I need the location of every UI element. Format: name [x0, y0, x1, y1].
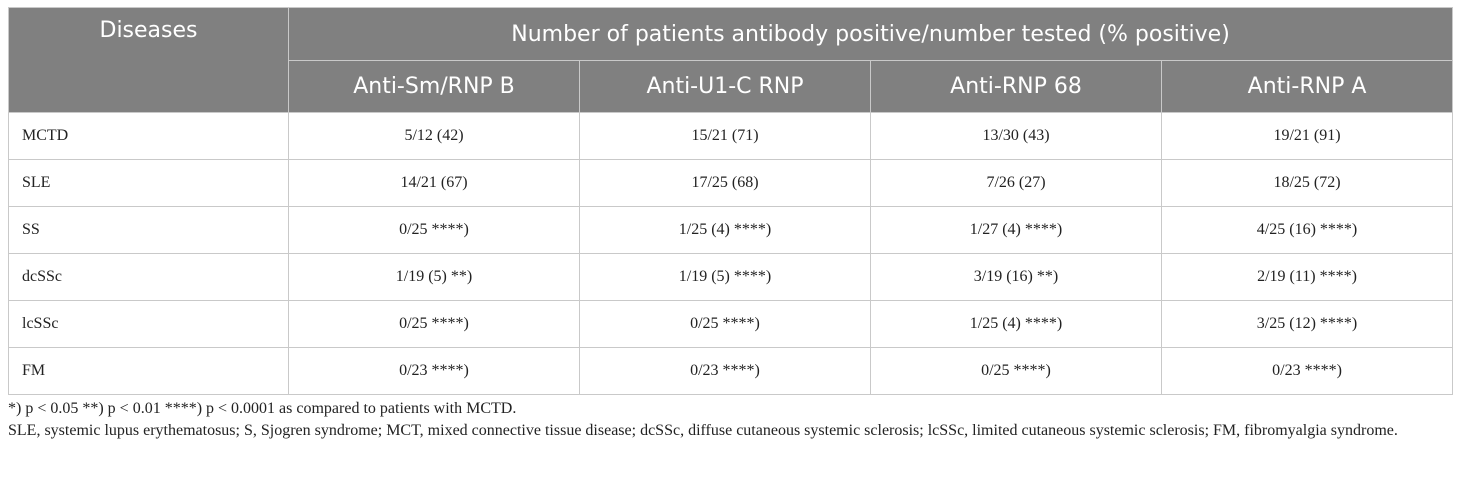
- table-row: dcSSc 1/19 (5) **) 1/19 (5) ****) 3/19 (…: [8, 253, 1454, 301]
- table-row: SS 0/25 ****) 1/25 (4) ****) 1/27 (4) **…: [8, 206, 1454, 254]
- value-cell: 15/21 (71): [579, 112, 871, 160]
- value-cell: 19/21 (91): [1160, 112, 1454, 160]
- header-group: Number of patients antibody positive/num…: [287, 7, 1454, 61]
- value-cell: 7/26 (27): [870, 159, 1162, 207]
- value-cell: 1/19 (5) ****): [579, 253, 871, 301]
- value-cell: 0/25 ****): [288, 300, 580, 348]
- disease-cell: SS: [8, 206, 289, 254]
- table-row: lcSSc 0/25 ****) 0/25 ****) 1/25 (4) ***…: [8, 300, 1454, 348]
- value-cell: 13/30 (43): [870, 112, 1162, 160]
- value-cell: 1/19 (5) **): [288, 253, 580, 301]
- disease-cell: MCTD: [8, 112, 289, 160]
- value-cell: 14/21 (67): [288, 159, 580, 207]
- value-cell: 1/25 (4) ****): [870, 300, 1162, 348]
- value-cell: 1/27 (4) ****): [870, 206, 1162, 254]
- header-col-anti-u1-c-rnp: Anti-U1-C RNP: [579, 60, 871, 113]
- value-cell: 4/25 (16) ****): [1160, 206, 1454, 254]
- disease-cell: lcSSc: [8, 300, 289, 348]
- antibody-table: Diseases Number of patients antibody pos…: [8, 7, 1454, 395]
- value-cell: 18/25 (72): [1160, 159, 1454, 207]
- value-cell: 17/25 (68): [579, 159, 871, 207]
- value-cell: 1/25 (4) ****): [579, 206, 871, 254]
- table-footnotes: *) p < 0.05 **) p < 0.01 ****) p < 0.000…: [8, 398, 1452, 442]
- header-col-anti-sm-rnp-b: Anti-Sm/RNP B: [288, 60, 580, 113]
- value-cell: 0/23 ****): [1160, 347, 1454, 395]
- value-cell: 0/23 ****): [288, 347, 580, 395]
- table-header: Diseases Number of patients antibody pos…: [8, 7, 1454, 113]
- table-body: MCTD 5/12 (42) 15/21 (71) 13/30 (43) 19/…: [8, 112, 1454, 395]
- table-row: FM 0/23 ****) 0/23 ****) 0/25 ****) 0/23…: [8, 347, 1454, 395]
- value-cell: 0/25 ****): [288, 206, 580, 254]
- table-row: MCTD 5/12 (42) 15/21 (71) 13/30 (43) 19/…: [8, 112, 1454, 160]
- header-col-anti-rnp-a: Anti-RNP A: [1160, 60, 1454, 113]
- value-cell: 0/25 ****): [870, 347, 1162, 395]
- value-cell: 2/19 (11) ****): [1160, 253, 1454, 301]
- header-diseases: Diseases: [8, 7, 289, 113]
- value-cell: 3/25 (12) ****): [1160, 300, 1454, 348]
- significance-footnote: *) p < 0.05 **) p < 0.01 ****) p < 0.000…: [8, 400, 517, 417]
- disease-cell: FM: [8, 347, 289, 395]
- value-cell: 0/25 ****): [579, 300, 871, 348]
- header-col-anti-rnp-68: Anti-RNP 68: [870, 60, 1162, 113]
- abbreviations-footnote: SLE, systemic lupus erythematosus; S, Sj…: [8, 422, 1398, 439]
- value-cell: 3/19 (16) **): [870, 253, 1162, 301]
- table-row: SLE 14/21 (67) 17/25 (68) 7/26 (27) 18/2…: [8, 159, 1454, 207]
- value-cell: 0/23 ****): [579, 347, 871, 395]
- disease-cell: SLE: [8, 159, 289, 207]
- disease-cell: dcSSc: [8, 253, 289, 301]
- value-cell: 5/12 (42): [288, 112, 580, 160]
- antibody-table-container: Diseases Number of patients antibody pos…: [8, 7, 1454, 442]
